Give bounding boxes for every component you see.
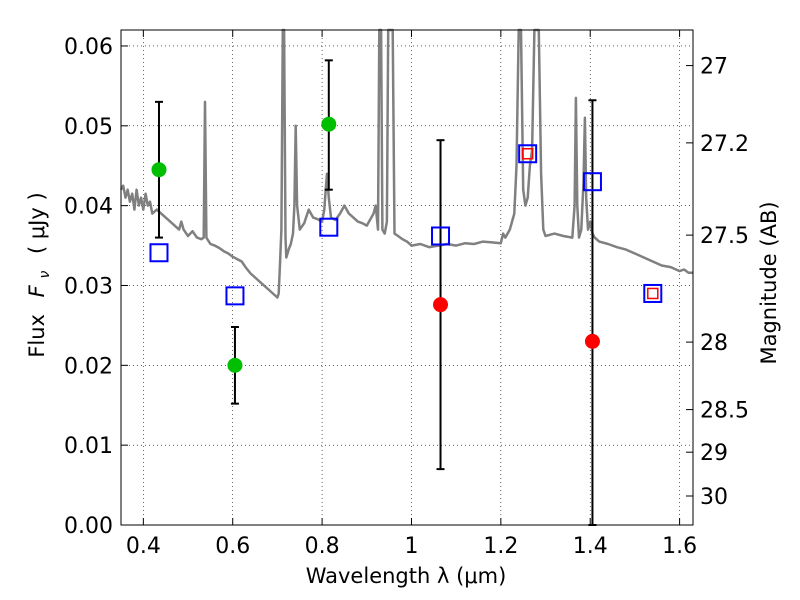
- template-spectrum: [119, 28, 693, 299]
- data-point: [151, 162, 167, 178]
- data-point: [433, 297, 449, 313]
- y-tick-label: 0.06: [64, 35, 113, 60]
- y2-tick-label: 27.2: [700, 132, 749, 157]
- error-bars: [154, 59, 597, 526]
- x-tick-label: 1.6: [662, 534, 697, 559]
- model-square: [518, 144, 538, 164]
- model-square: [225, 286, 245, 306]
- svg-text:Flux F ν ( μ: Flux F ν ( μJy ): [25, 192, 54, 357]
- y-axis-label: Flux F ν ( μJy ): [25, 192, 54, 357]
- data-point: [584, 333, 600, 349]
- y-axis-label-unit: ( μJy ): [25, 192, 49, 254]
- data-points: [149, 116, 663, 373]
- y-tick-label: 0.04: [64, 195, 113, 220]
- model-square: [149, 243, 169, 263]
- y-axis-label-symbol: F: [25, 284, 49, 297]
- y-tick-label: 0.01: [64, 434, 113, 459]
- y2-tick-label: 28: [700, 331, 728, 356]
- x-tick-label: 1: [404, 534, 418, 559]
- red-square: [647, 287, 659, 300]
- model-square: [319, 217, 339, 237]
- model-square: [431, 226, 451, 246]
- x-axis-label: Wavelength λ (μm): [306, 564, 507, 588]
- data-point: [227, 357, 243, 373]
- axis-ticks: 0.4 0.6 0.8 1 1.2 1.4 1.6 0.00 0.01 0.02 0.03 0.04 0…: [64, 30, 749, 559]
- y-tick-label: 0.05: [64, 115, 113, 140]
- y2-tick-label: 29: [700, 441, 728, 466]
- y-axis-label-subscript: ν: [37, 271, 53, 279]
- x-tick-label: 0.6: [215, 534, 250, 559]
- spectrum-line: [119, 28, 693, 299]
- y-axis-label-text: Flux: [25, 314, 49, 358]
- x-tick-label: 1.2: [483, 534, 518, 559]
- red-square: [521, 148, 534, 160]
- y-tick-label: 0.03: [64, 274, 113, 299]
- data-point: [321, 116, 337, 132]
- y-tick-label: 0.00: [64, 514, 113, 539]
- y2-tick-label: 30: [700, 485, 728, 510]
- y-tick-label: 0.02: [64, 354, 113, 379]
- grid-lines: [121, 30, 693, 526]
- model-square: [582, 172, 602, 192]
- x-tick-label: 0.4: [126, 534, 161, 559]
- x-tick-label: 0.8: [305, 534, 340, 559]
- y2-tick-label: 27.5: [700, 224, 749, 249]
- model-square: [643, 283, 663, 303]
- plot-frame: [120, 29, 694, 526]
- y2-tick-label: 28.5: [700, 399, 749, 424]
- y2-tick-label: 27: [700, 55, 728, 80]
- x-tick-label: 1.4: [573, 534, 608, 559]
- y2-axis-label: Magnitude (AB): [757, 201, 781, 364]
